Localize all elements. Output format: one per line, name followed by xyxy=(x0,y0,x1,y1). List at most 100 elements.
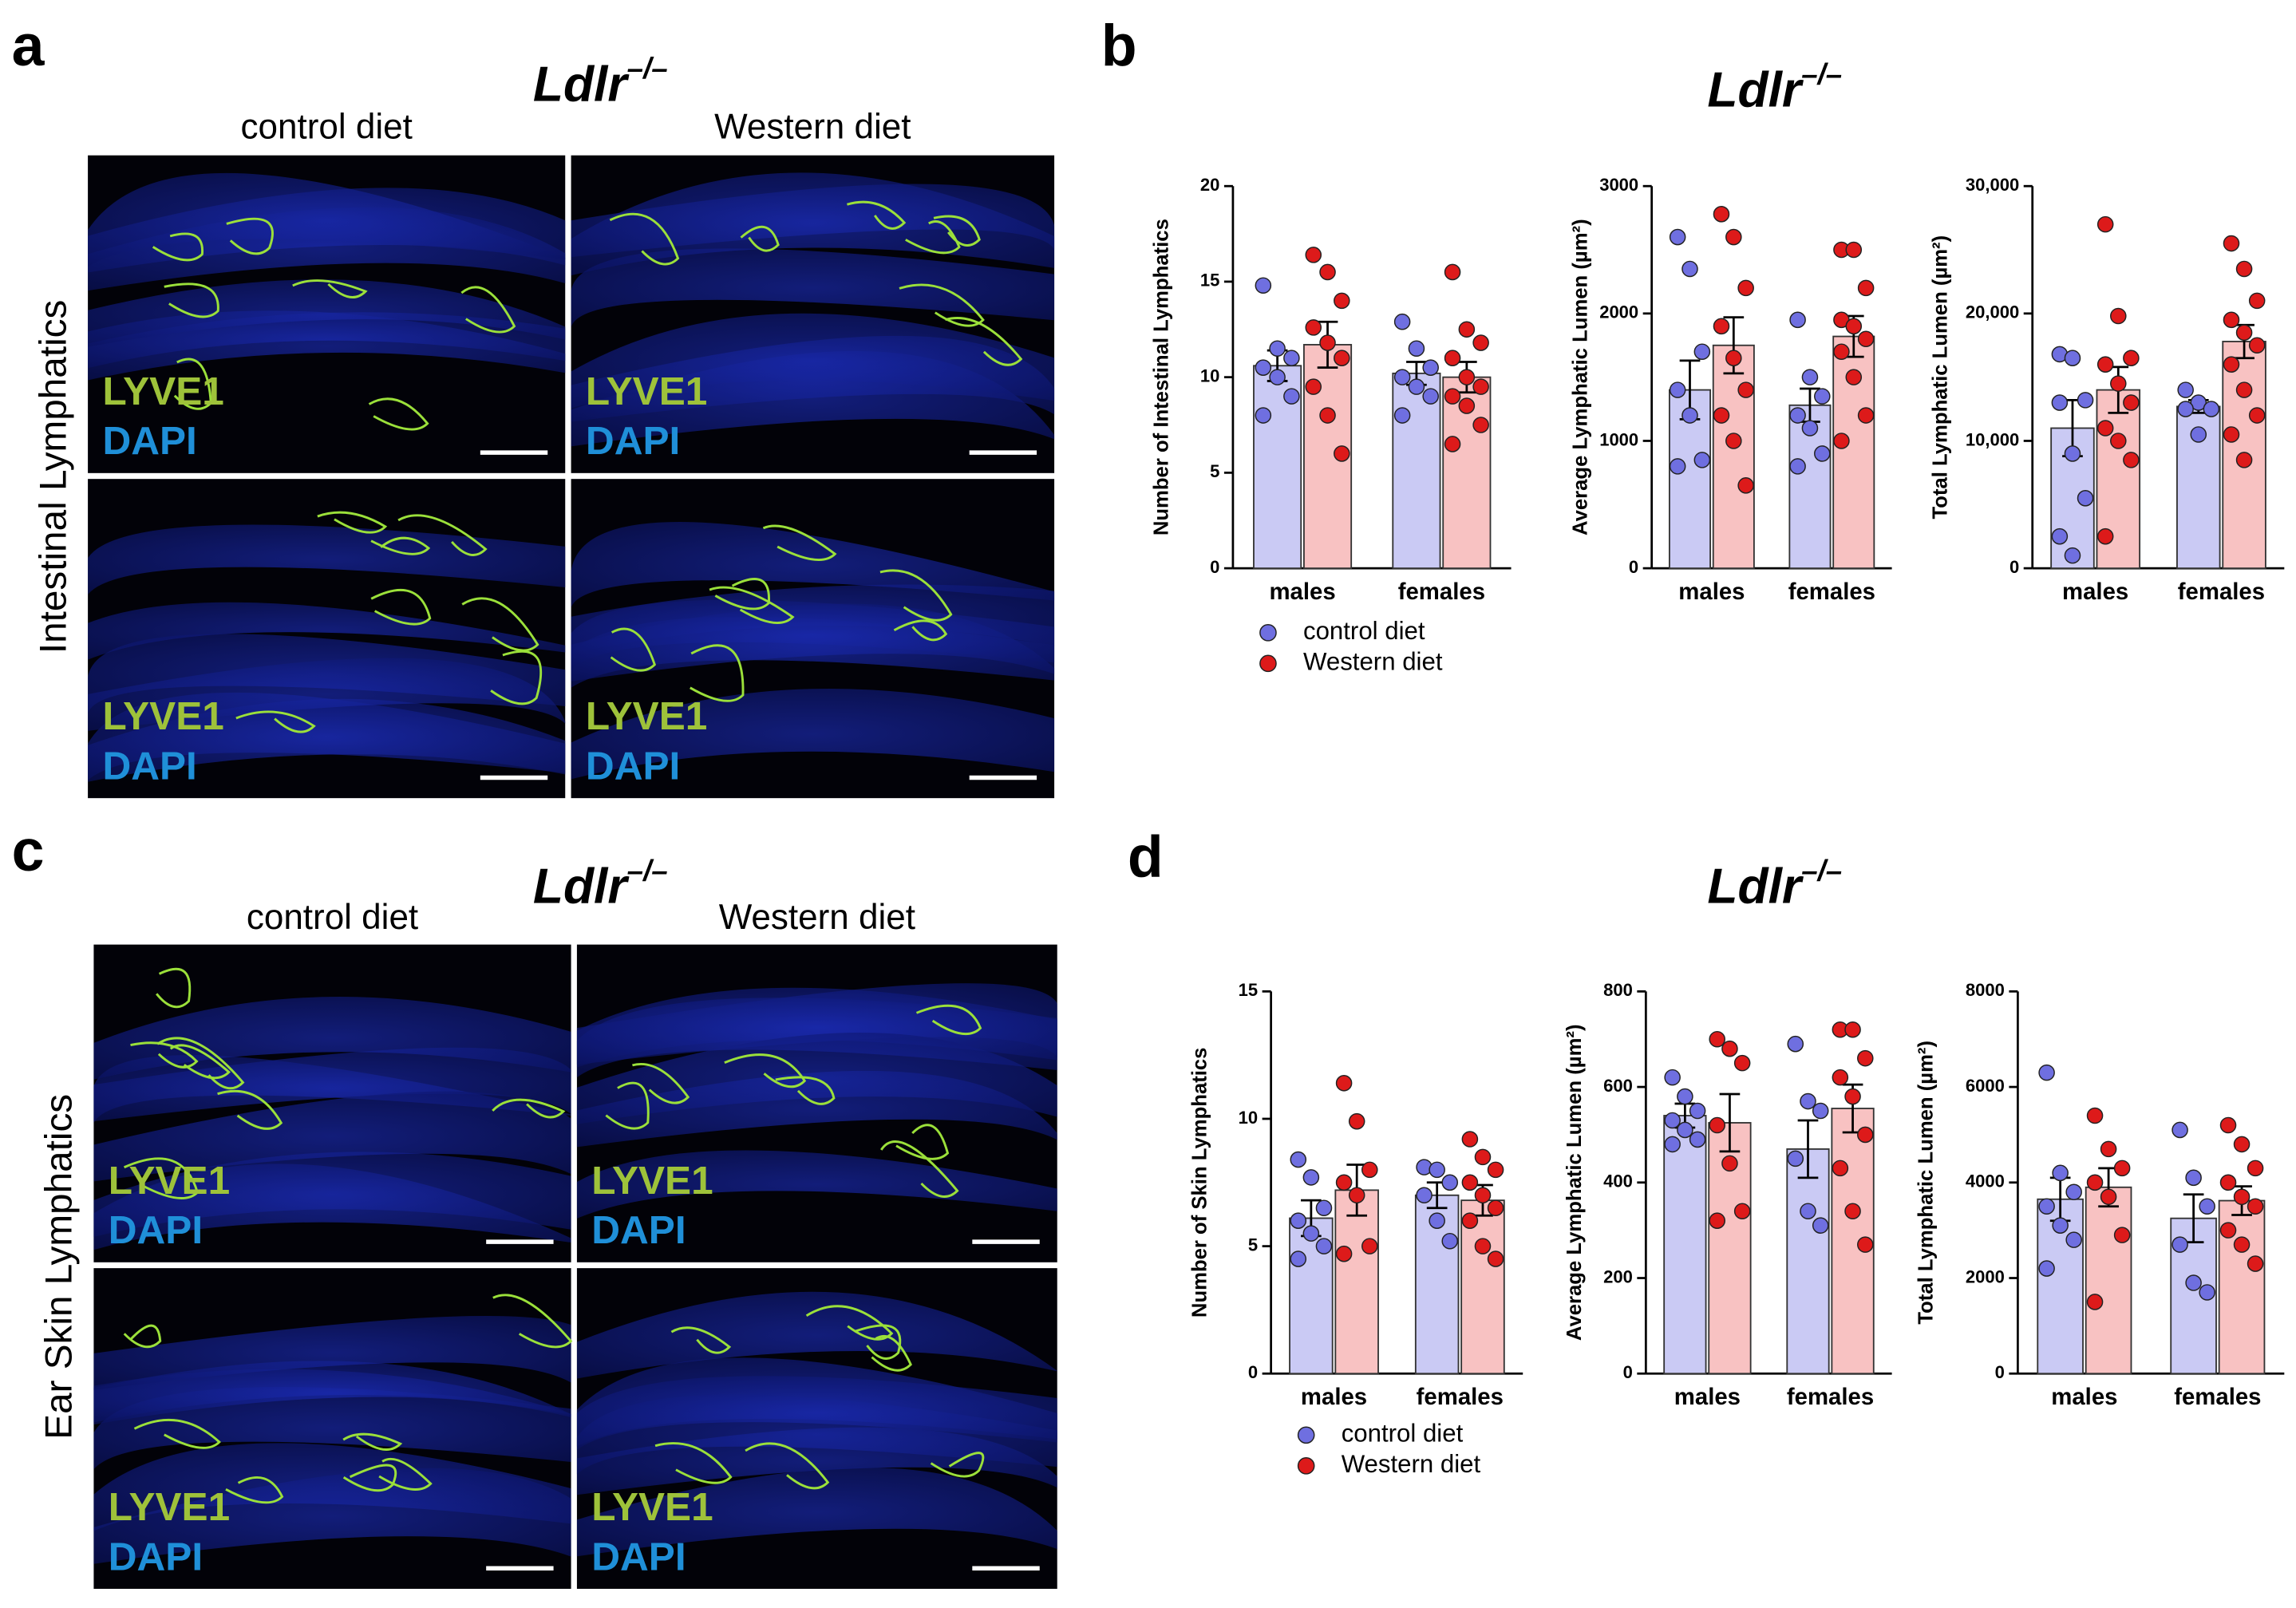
lymphatic-vessel xyxy=(173,358,212,410)
genotype-superscript: –/– xyxy=(627,52,668,85)
data-point xyxy=(1844,1203,1861,1219)
data-point xyxy=(1789,458,1806,475)
data-point xyxy=(1664,1069,1681,1086)
tissue xyxy=(88,602,566,660)
x-tick-label: males xyxy=(1678,579,1745,605)
data-point xyxy=(1725,433,1742,449)
lymphatic-vessel xyxy=(342,1464,397,1492)
data-point xyxy=(1664,1136,1681,1153)
data-point xyxy=(2233,1188,2251,1206)
data-point xyxy=(2038,1198,2055,1215)
data-point xyxy=(2248,292,2266,310)
data-point xyxy=(2064,547,2081,564)
lymphatic-vessel xyxy=(156,967,192,1009)
y-tick-label: 2000 xyxy=(1599,302,1638,322)
panel-label: d xyxy=(1128,824,1164,889)
data-point xyxy=(1334,350,1350,366)
tissue xyxy=(576,1291,1057,1379)
stain-label: LYVE1 xyxy=(102,694,223,738)
genotype-title: Ldlr–/– xyxy=(1707,57,1842,118)
lymphatic-vessel xyxy=(690,644,745,702)
lymphatic-vessel xyxy=(123,1324,162,1349)
error-bar xyxy=(1797,1119,1819,1179)
data-point xyxy=(2051,394,2069,411)
y-tick-label: 0 xyxy=(1248,1362,1258,1382)
lymphatic-vessel xyxy=(123,1157,200,1199)
data-point xyxy=(1444,350,1461,366)
data-point xyxy=(1737,381,1754,398)
tissue xyxy=(93,1387,571,1470)
x-tick-label: females xyxy=(2174,1384,2261,1410)
x-tick-label: females xyxy=(1788,579,1875,605)
data-point xyxy=(1800,1092,1816,1110)
data-point xyxy=(1422,359,1439,376)
data-point xyxy=(1441,1232,1459,1250)
data-point xyxy=(2223,356,2240,373)
data-point xyxy=(1334,445,1350,462)
data-point xyxy=(2219,1222,2237,1239)
data-point xyxy=(2064,350,2081,366)
genotype: Ldlr xyxy=(533,859,630,915)
data-point xyxy=(1315,1199,1333,1217)
data-point xyxy=(2123,452,2140,468)
lymphatic-vessel xyxy=(879,569,953,622)
lymphatic-vessel xyxy=(740,225,780,252)
column-label: control diet xyxy=(247,898,418,937)
x-tick-label: females xyxy=(2178,579,2265,605)
data-point xyxy=(2123,350,2140,366)
tissue xyxy=(93,1152,571,1237)
lymphatic-vessel xyxy=(133,1418,221,1449)
y-tick-label: 200 xyxy=(1603,1266,1633,1286)
y-tick-label: 3000 xyxy=(1599,175,1638,195)
tissue xyxy=(93,1055,571,1124)
stain-label: LYVE1 xyxy=(586,369,707,413)
row-label: Ear Skin Lymphatics xyxy=(38,1094,81,1440)
data-point xyxy=(1319,263,1336,281)
data-point xyxy=(2064,445,2081,462)
column-label: Western diet xyxy=(714,107,911,146)
data-point xyxy=(1789,311,1806,329)
data-point xyxy=(2190,426,2207,443)
data-point xyxy=(1458,369,1476,385)
y-tick-label: 20 xyxy=(1200,175,1219,195)
data-point xyxy=(1474,1187,1492,1204)
data-point xyxy=(1725,350,1742,366)
data-point xyxy=(2086,1107,2104,1124)
lymphatic-vessel xyxy=(490,650,543,705)
column-label: control diet xyxy=(241,107,413,146)
micrograph: LYVE1 DAPI xyxy=(576,944,1057,1262)
data-point xyxy=(1472,334,1489,351)
tissue xyxy=(93,1091,571,1182)
y-tick-label: 0 xyxy=(1995,1362,2005,1382)
data-point xyxy=(2177,381,2194,398)
genotype: Ldlr xyxy=(1707,63,1804,118)
lymphatic-vessel xyxy=(893,619,948,642)
data-point xyxy=(1713,407,1730,424)
data-point xyxy=(1335,1075,1353,1092)
data-point xyxy=(1681,260,1698,278)
data-point xyxy=(2185,1169,2202,1187)
data-point xyxy=(1461,1131,1479,1148)
tissue xyxy=(571,248,1055,328)
stain-label: LYVE1 xyxy=(109,1159,230,1203)
data-point xyxy=(1361,1238,1378,1254)
column-label: Western diet xyxy=(719,898,915,937)
data-point xyxy=(1669,458,1686,475)
genotype-superscript: –/– xyxy=(627,854,668,887)
data-point xyxy=(1487,1161,1504,1179)
lymphatic-vessel xyxy=(945,317,1023,366)
data-point xyxy=(1669,228,1686,246)
data-point xyxy=(1474,1238,1492,1254)
tissue xyxy=(88,658,566,731)
data-point xyxy=(2096,420,2114,437)
micrograph: LYVE1 DAPI xyxy=(571,155,1055,473)
y-tick-label: 0 xyxy=(1210,557,1219,577)
data-point xyxy=(1812,1217,1829,1234)
legend-label: Western diet xyxy=(1303,648,1443,676)
lymphatic-vessel xyxy=(880,1140,959,1198)
data-point xyxy=(1857,1049,1874,1067)
legend-marker xyxy=(1297,1426,1315,1444)
data-point xyxy=(2203,401,2220,417)
